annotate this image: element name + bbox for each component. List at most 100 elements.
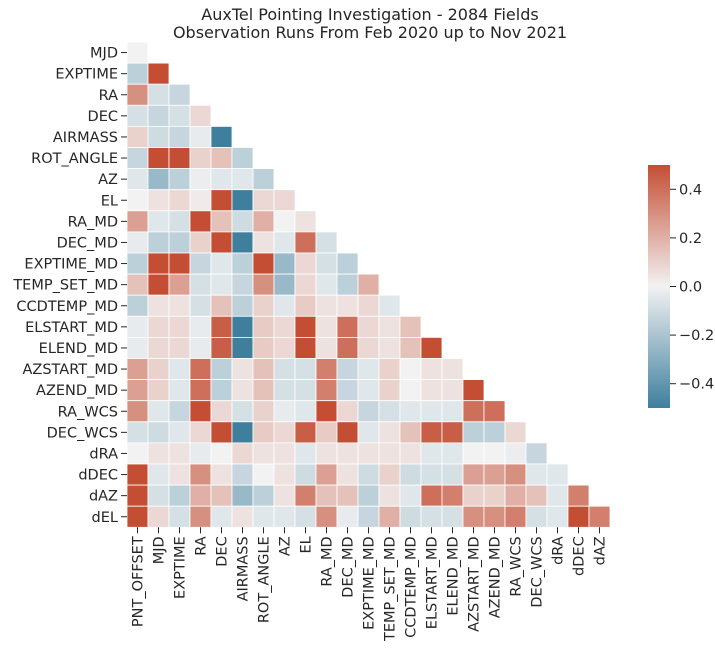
heatmap-cell — [315, 505, 338, 528]
heatmap-cell — [231, 505, 254, 528]
column-tick-label: AZSTART_MD — [467, 536, 483, 632]
heatmap-cell — [168, 400, 191, 423]
heatmap-cell — [294, 336, 317, 359]
heatmap-cell — [294, 421, 317, 444]
chart-title: AuxTel Pointing Investigation - 2084 Fie… — [201, 5, 538, 24]
heatmap-cell — [252, 358, 275, 381]
heatmap-cell — [273, 400, 296, 423]
heatmap-cell — [189, 189, 212, 212]
heatmap-cell — [126, 168, 149, 191]
row-tick-label: MJD — [90, 46, 118, 62]
heatmap-cell — [273, 315, 296, 338]
column-tick-label: CCDTEMP_MD — [404, 536, 420, 638]
heatmap-cell — [336, 273, 359, 296]
heatmap-cell — [210, 315, 233, 338]
heatmap-cell — [315, 231, 338, 254]
heatmap-cell — [378, 505, 401, 528]
heatmap-cell — [231, 336, 254, 359]
row-tick-label: EL — [101, 193, 118, 209]
heatmap-cell — [147, 484, 170, 507]
heatmap-cell — [126, 463, 149, 486]
heatmap-cell — [168, 210, 191, 233]
heatmap-cell — [336, 294, 359, 317]
heatmap-cell — [231, 463, 254, 486]
column-tick-label: EL — [299, 536, 315, 553]
heatmap-cell — [378, 336, 401, 359]
heatmap-cell — [147, 189, 170, 212]
heatmap-cell — [126, 252, 149, 275]
row-tick-label: RA — [99, 88, 118, 104]
column-tick-label: EXPTIME_MD — [362, 536, 378, 630]
heatmap-cell — [252, 231, 275, 254]
row-tick-label: RA_WCS — [58, 404, 118, 420]
heatmap-cell — [231, 147, 254, 170]
row-tick-label: DEC_WCS — [47, 425, 118, 441]
heatmap-cell — [399, 463, 422, 486]
heatmap-cell — [378, 379, 401, 402]
heatmap-cell — [189, 147, 212, 170]
heatmap-cell — [420, 358, 443, 381]
heatmap-cell — [357, 315, 380, 338]
column-tick-label: RA — [194, 536, 210, 555]
heatmap-cell — [231, 210, 254, 233]
heatmap-cell — [441, 463, 464, 486]
heatmap-cell — [483, 505, 506, 528]
heatmap-cell — [315, 379, 338, 402]
heatmap-cell — [168, 379, 191, 402]
column-tick-label: DEC_WCS — [530, 536, 546, 607]
heatmap-cell — [315, 463, 338, 486]
column-tick-label: PNT_OFFSET — [131, 536, 147, 627]
heatmap-cell — [420, 336, 443, 359]
heatmap-cell — [399, 484, 422, 507]
heatmap-cell — [252, 421, 275, 444]
heatmap-cell — [168, 505, 191, 528]
heatmap-cell — [168, 273, 191, 296]
heatmap-cells — [126, 41, 611, 528]
heatmap-cell — [126, 83, 149, 106]
heatmap-cell — [252, 379, 275, 402]
heatmap-cell — [378, 442, 401, 465]
heatmap-cell — [168, 168, 191, 191]
heatmap-cell — [210, 400, 233, 423]
heatmap-cell — [126, 336, 149, 359]
column-tick-label: RA_WCS — [509, 536, 525, 596]
heatmap-cell — [147, 505, 170, 528]
heatmap-cell — [420, 442, 443, 465]
heatmap-cell — [483, 442, 506, 465]
heatmap-cell — [273, 505, 296, 528]
column-tick-label: dAZ — [593, 536, 609, 565]
heatmap-cell — [273, 210, 296, 233]
heatmap-cell — [231, 273, 254, 296]
heatmap-cell — [336, 463, 359, 486]
heatmap-cell — [252, 189, 275, 212]
heatmap-cell — [336, 379, 359, 402]
heatmap-cell — [189, 294, 212, 317]
heatmap-cell — [546, 484, 569, 507]
heatmap-cell — [168, 104, 191, 127]
heatmap-cell — [441, 442, 464, 465]
heatmap-cell — [294, 400, 317, 423]
heatmap-cell — [147, 294, 170, 317]
heatmap-cell — [378, 315, 401, 338]
heatmap-cell — [168, 336, 191, 359]
row-tick-label: AZSTART_MD — [22, 362, 118, 378]
heatmap-cell — [252, 273, 275, 296]
column-tick-label: dRA — [551, 536, 567, 565]
chart-subtitle: Observation Runs From Feb 2020 up to Nov… — [173, 23, 567, 42]
heatmap-cell — [588, 505, 611, 528]
heatmap-cell — [210, 189, 233, 212]
heatmap-cell — [315, 400, 338, 423]
heatmap-cell — [231, 231, 254, 254]
heatmap-cell — [273, 231, 296, 254]
heatmap-cell — [399, 442, 422, 465]
heatmap-cell — [168, 421, 191, 444]
heatmap-cell — [357, 336, 380, 359]
heatmap-cell — [126, 421, 149, 444]
heatmap-cell — [315, 315, 338, 338]
heatmap-cell — [252, 400, 275, 423]
heatmap-cell — [378, 463, 401, 486]
heatmap-cell — [147, 83, 170, 106]
heatmap-cell — [504, 484, 527, 507]
heatmap-cell — [126, 294, 149, 317]
